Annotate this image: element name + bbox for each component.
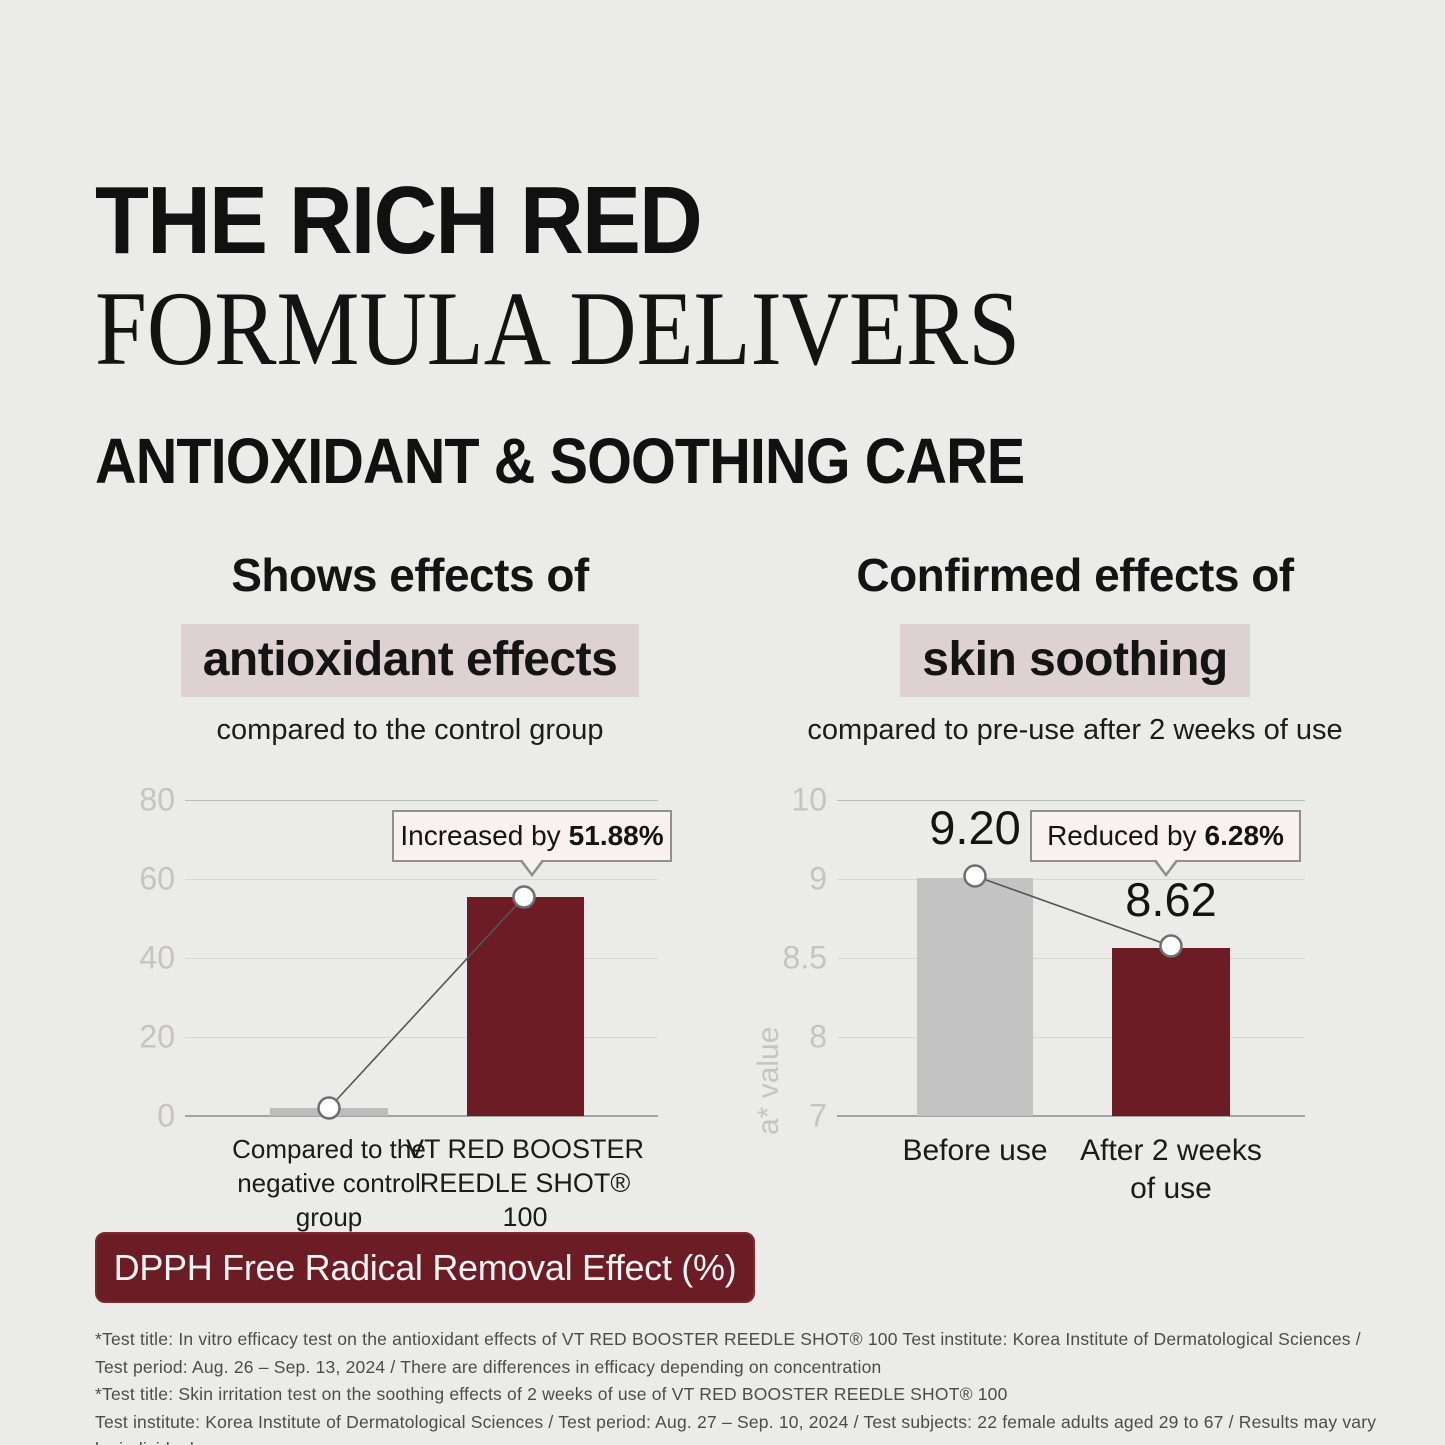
left-gridline-0 (185, 1115, 658, 1117)
dpph-effect-banner-label: DPPH Free Radical Removal Effect (%) (113, 1246, 737, 1288)
page-title-line1: THE RICH RED (95, 167, 703, 274)
data-point-marker (963, 864, 987, 888)
left-heading-prefix: Shows effects of (231, 549, 589, 601)
xlabel-line: VT RED BOOSTER (405, 1134, 645, 1164)
dpph-effect-banner: DPPH Free Radical Removal Effect (%) (95, 1232, 755, 1303)
right-heading-prefix: Confirmed effects of (856, 549, 1294, 601)
data-point-marker (317, 1096, 341, 1120)
reduction-callout-value: 6.28% (1204, 820, 1284, 851)
footnote-line: Test institute: Korea Institute of Derma… (95, 1411, 1377, 1445)
xlabel-line: Before use (902, 1134, 1048, 1167)
left-gridline-40 (185, 958, 658, 959)
footnotes: *Test title: In vitro efficacy test on t… (95, 1326, 1395, 1445)
right-gridline-7 (837, 1115, 1305, 1117)
left-heading-highlight: antioxidant effects (90, 624, 730, 697)
left-ytick: 60 (139, 860, 175, 897)
xlabel-line: of use (1130, 1172, 1212, 1205)
left-heading-subtitle: compared to the control group (216, 714, 604, 746)
right-section-heading: Confirmed effects of skin soothing compa… (755, 548, 1395, 778)
right-xlabel-after: After 2 weeks of use (1061, 1132, 1281, 1208)
right-chart-overlay (963, 864, 1183, 958)
right-gridline-8 (837, 1037, 1305, 1038)
increase-callout-text: Increased by (400, 820, 561, 851)
left-ytick: 40 (139, 939, 175, 976)
left-ytick: 20 (139, 1018, 175, 1055)
left-xlabel-control: Compared to the negative control group (204, 1132, 454, 1234)
left-gridline-20 (185, 1037, 658, 1038)
right-gridline-8_5 (837, 958, 1305, 959)
left-section-heading: Shows effects of antioxidant effects com… (90, 548, 730, 778)
left-heading-highlight-text: antioxidant effects (180, 624, 640, 697)
right-ytick: 9 (809, 860, 827, 897)
footnote-line: *Test title: Skin irritation test on the… (95, 1384, 1008, 1404)
xlabel-line: REEDLE SHOT® 100 (419, 1168, 631, 1232)
bar-before-use (917, 878, 1033, 1116)
connector-line (328, 896, 525, 1109)
increase-callout: Increased by 51.88% (392, 810, 672, 877)
data-point-marker (512, 885, 536, 909)
value-label-after: 8.62 (1125, 873, 1217, 926)
xlabel-line: negative control group (237, 1168, 421, 1232)
left-chart-overlay (317, 885, 536, 1120)
reduction-callout: Reduced by 6.28% (1030, 810, 1301, 877)
right-ytick: 10 (791, 781, 827, 818)
increase-callout-value: 51.88% (568, 820, 664, 851)
right-heading-highlight: skin soothing (755, 624, 1395, 697)
left-ytick: 80 (139, 781, 175, 818)
footnote-line: *Test title: In vitro efficacy test on t… (95, 1329, 1361, 1349)
left-ytick: 0 (157, 1097, 175, 1134)
right-heading-subtitle: compared to pre-use after 2 weeks of use (807, 714, 1343, 746)
right-ytick: 8.5 (782, 939, 827, 976)
connector-line (974, 875, 1172, 947)
left-gridline-80 (185, 800, 658, 801)
right-xlabel-before: Before use (865, 1132, 1085, 1170)
bar-reedle-shot (467, 897, 584, 1116)
value-label-before: 9.20 (929, 801, 1021, 854)
footnote-line: Test period: Aug. 26 – Sep. 13, 2024 / T… (95, 1356, 882, 1377)
page-title-line3: ANTIOXIDANT & SOOTHING CARE (95, 425, 1025, 497)
left-gridline-60 (185, 879, 658, 880)
right-gridline-9 (837, 879, 1305, 880)
right-gridline-10 (837, 800, 1305, 801)
right-ytick: 8 (809, 1018, 827, 1055)
bar-after-2-weeks (1112, 948, 1230, 1116)
right-ytick: 7 (809, 1097, 827, 1134)
data-point-marker (1159, 934, 1183, 958)
reduction-callout-text: Reduced by (1047, 820, 1197, 851)
right-yaxis-label: a* value (752, 1026, 785, 1135)
xlabel-line: After 2 weeks (1080, 1134, 1262, 1167)
right-heading-highlight-text: skin soothing (900, 624, 1250, 697)
page-title-line2: FORMULA DELIVERS (95, 270, 1021, 387)
xlabel-line: Compared to the (232, 1134, 426, 1164)
